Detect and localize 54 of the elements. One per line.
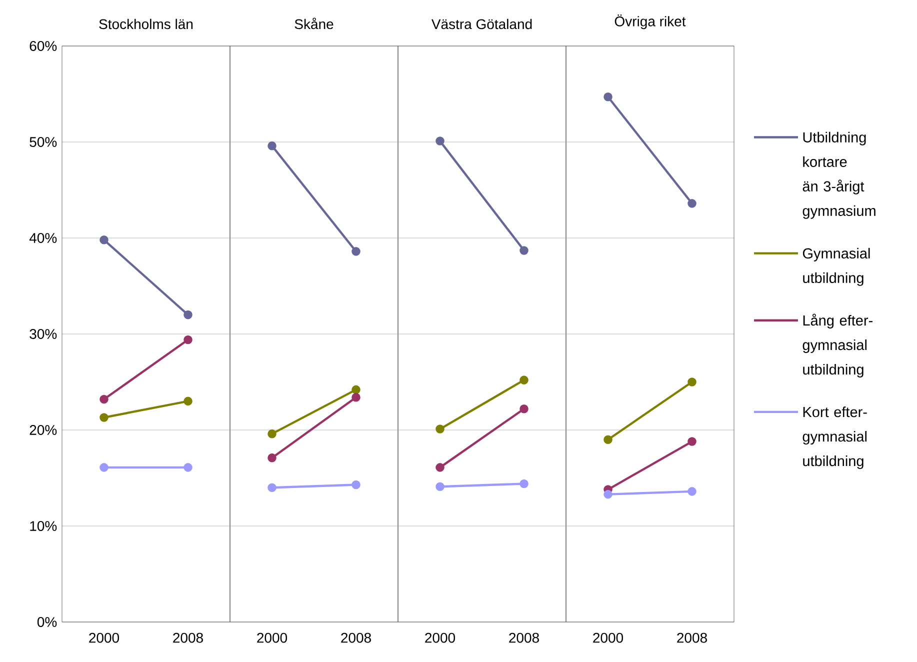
legend-label: Utbildning kortare än 3-årigt gymnasium: [802, 132, 876, 219]
y-tick-label: 40%: [29, 233, 57, 243]
point: [100, 463, 108, 472]
point: [604, 490, 612, 499]
x-tick-label: 2000: [593, 632, 624, 643]
point: [520, 479, 528, 488]
point: [268, 429, 276, 438]
point: [352, 385, 360, 394]
x-tick-label: 2008: [341, 632, 371, 643]
point: [688, 378, 696, 386]
x-tick-label: 2000: [425, 632, 456, 643]
x-tick-label: 2008: [173, 632, 203, 643]
x-tick-label: 2000: [257, 632, 288, 643]
point: [436, 136, 444, 146]
point: [184, 396, 192, 406]
point: [100, 236, 108, 244]
y-tick-label: 50%: [30, 137, 57, 147]
legend-label: Kort efter-gymnasial utbildning: [802, 406, 867, 470]
point: [436, 463, 444, 472]
x-tick-label: 2008: [677, 632, 707, 643]
point: [688, 199, 696, 208]
point: [688, 487, 696, 496]
chart-title: Skåne: [294, 18, 334, 30]
point: [268, 141, 276, 150]
point: [436, 482, 444, 492]
chart-title: Övriga riket: [614, 14, 686, 30]
point: [520, 404, 528, 414]
chart-title: Stockholms län: [99, 18, 193, 30]
point: [688, 437, 696, 446]
x-tick-label: 2000: [89, 632, 120, 643]
point: [520, 376, 528, 384]
y-tick-label: 60%: [30, 41, 57, 51]
y-tick-label: 30%: [30, 329, 57, 339]
point: [352, 392, 360, 402]
legend-label: Lång efter-gymnasial utbildning: [802, 314, 872, 378]
point: [184, 463, 192, 472]
point: [436, 424, 444, 434]
point: [268, 483, 276, 492]
chart-title: Västra Götaland: [431, 18, 532, 30]
legend-label: Gymnasial utbildning: [802, 248, 870, 286]
point: [604, 92, 612, 102]
point: [520, 246, 528, 255]
point: [604, 435, 612, 444]
y-tick-label: 10%: [30, 521, 57, 531]
point: [184, 335, 192, 344]
point: [100, 413, 108, 422]
point: [100, 394, 108, 404]
point: [268, 453, 276, 462]
point: [184, 310, 192, 320]
point: [352, 480, 360, 490]
y-tick-label: 0%: [37, 617, 57, 627]
point: [352, 247, 360, 256]
y-tick-label: 20%: [30, 425, 57, 435]
x-tick-label: 2008: [509, 632, 539, 643]
